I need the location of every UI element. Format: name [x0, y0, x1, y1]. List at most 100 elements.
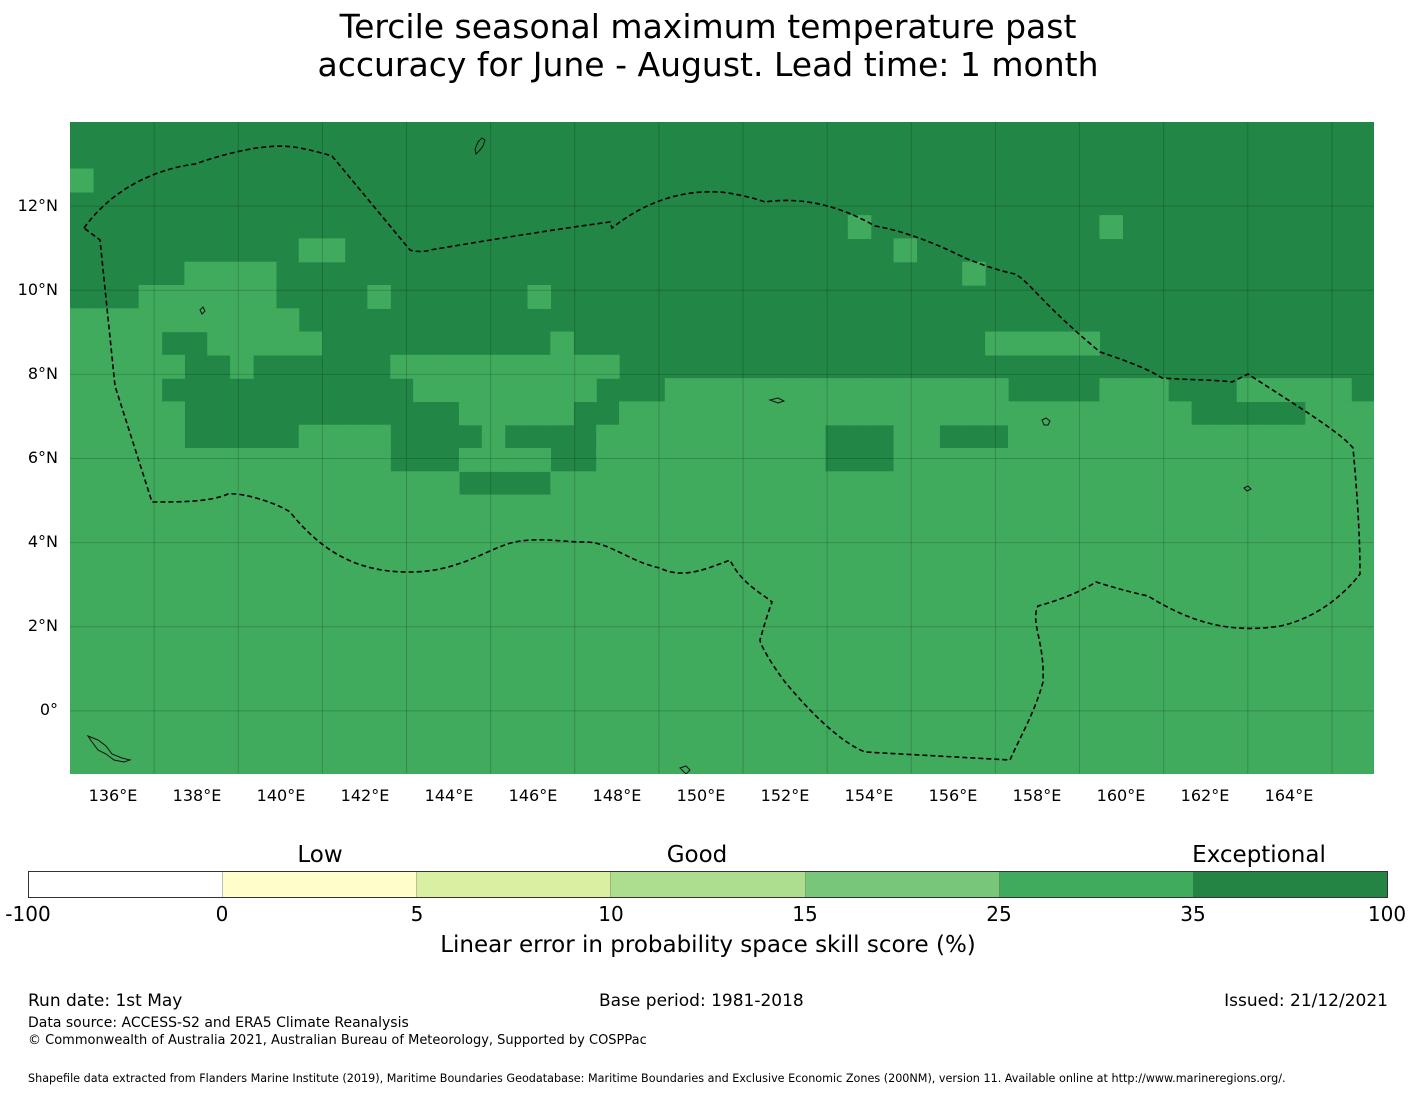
skill-cell [1190, 471, 1215, 496]
skill-cell [1053, 331, 1078, 356]
skill-cell [527, 564, 552, 589]
skill-cell [230, 285, 254, 309]
skill-cell [779, 634, 803, 659]
skill-cell [847, 657, 872, 682]
skill-cell [275, 704, 300, 729]
skill-cell [1282, 541, 1306, 566]
skill-cell [1351, 448, 1374, 472]
skill-cell [458, 704, 483, 729]
skill-cell [1282, 517, 1306, 542]
skill-cell [321, 750, 346, 774]
skill-cell [596, 634, 620, 659]
skill-cell [1145, 541, 1169, 566]
skill-cell [733, 657, 757, 682]
skill-cell [1122, 517, 1146, 542]
lon-label-148e: 148°E [592, 786, 642, 805]
skill-cell [1007, 471, 1032, 496]
skill-cell [985, 750, 1009, 774]
skill-cell [138, 424, 163, 449]
skill-cell [802, 587, 826, 612]
skill-cell [870, 378, 895, 403]
skill-cell [161, 611, 185, 635]
skill-cell [230, 680, 254, 705]
skill-cell [1030, 704, 1055, 729]
skill-cell [939, 634, 963, 659]
skill-cell [92, 564, 117, 589]
skill-cell [92, 308, 117, 333]
skill-cell [1351, 750, 1374, 774]
skill-cell [802, 517, 826, 542]
skill-cell [481, 564, 506, 589]
skill-cell [1007, 704, 1032, 729]
skill-cell [230, 704, 254, 729]
coastline-island-c [1041, 417, 1051, 426]
skill-cell [687, 401, 712, 426]
skill-cell [916, 750, 940, 774]
skill-cell [344, 424, 369, 449]
skill-cell [504, 611, 529, 635]
skill-cell [1168, 634, 1192, 659]
skill-cell [481, 704, 506, 729]
skill-cell [916, 704, 940, 729]
skill-cell [161, 517, 185, 542]
skill-cell [824, 680, 849, 705]
skill-cell [1328, 680, 1352, 705]
skill-cell [1099, 680, 1123, 705]
skill-cell [1259, 541, 1284, 566]
skill-cell [321, 704, 346, 729]
skill-cell [1122, 657, 1146, 682]
skill-cell [1259, 704, 1284, 729]
skill-cell [1259, 564, 1284, 589]
skill-cell [298, 750, 323, 774]
skill-cell [756, 680, 780, 705]
skill-cell [779, 704, 803, 729]
skill-cell [161, 704, 185, 729]
skill-cell [413, 704, 437, 729]
skill-cell [504, 517, 529, 542]
skill-cell [207, 261, 231, 286]
lat-label-2n: 2°N [27, 616, 58, 635]
skill-cell [138, 727, 163, 752]
lat-label-12n: 12°N [17, 196, 58, 215]
skill-cell [619, 448, 643, 472]
skill-cell [733, 704, 757, 729]
skill-cell [847, 704, 872, 729]
skill-cell [687, 448, 712, 472]
skill-cell [161, 285, 185, 309]
skill-cell [641, 494, 666, 519]
skill-cell [1053, 611, 1078, 635]
skill-cell [70, 331, 94, 356]
skill-cell [1259, 471, 1284, 496]
skill-cell [1145, 704, 1169, 729]
skill-cell [1213, 727, 1238, 752]
skill-cell [641, 541, 666, 566]
skill-cell [962, 634, 986, 659]
skill-cell [733, 448, 757, 472]
skill-cell [253, 611, 277, 635]
skill-cell [1259, 517, 1284, 542]
skill-cell [413, 634, 437, 659]
skill-cell [367, 750, 391, 774]
skill-cell [527, 378, 552, 403]
skill-cell [687, 680, 712, 705]
skill-cell [458, 378, 483, 403]
skill-cell [802, 704, 826, 729]
skill-cell [619, 680, 643, 705]
skill-cell [138, 285, 163, 309]
skill-cell [710, 378, 735, 403]
skill-cell [1259, 448, 1284, 472]
skill-map [70, 122, 1374, 774]
skill-cell [70, 517, 94, 542]
colorbar-segment-2 [223, 872, 418, 897]
skill-cell [1236, 657, 1261, 682]
skill-cell [1236, 517, 1261, 542]
lon-label-156e: 156°E [928, 786, 978, 805]
skill-cell [664, 704, 689, 729]
skill-cell [824, 517, 849, 542]
skill-cell [687, 471, 712, 496]
skill-cell [1190, 704, 1215, 729]
skill-cell [1076, 424, 1101, 449]
skill-cell [1007, 634, 1032, 659]
skill-cell [413, 471, 437, 496]
skill-cell [344, 657, 369, 682]
